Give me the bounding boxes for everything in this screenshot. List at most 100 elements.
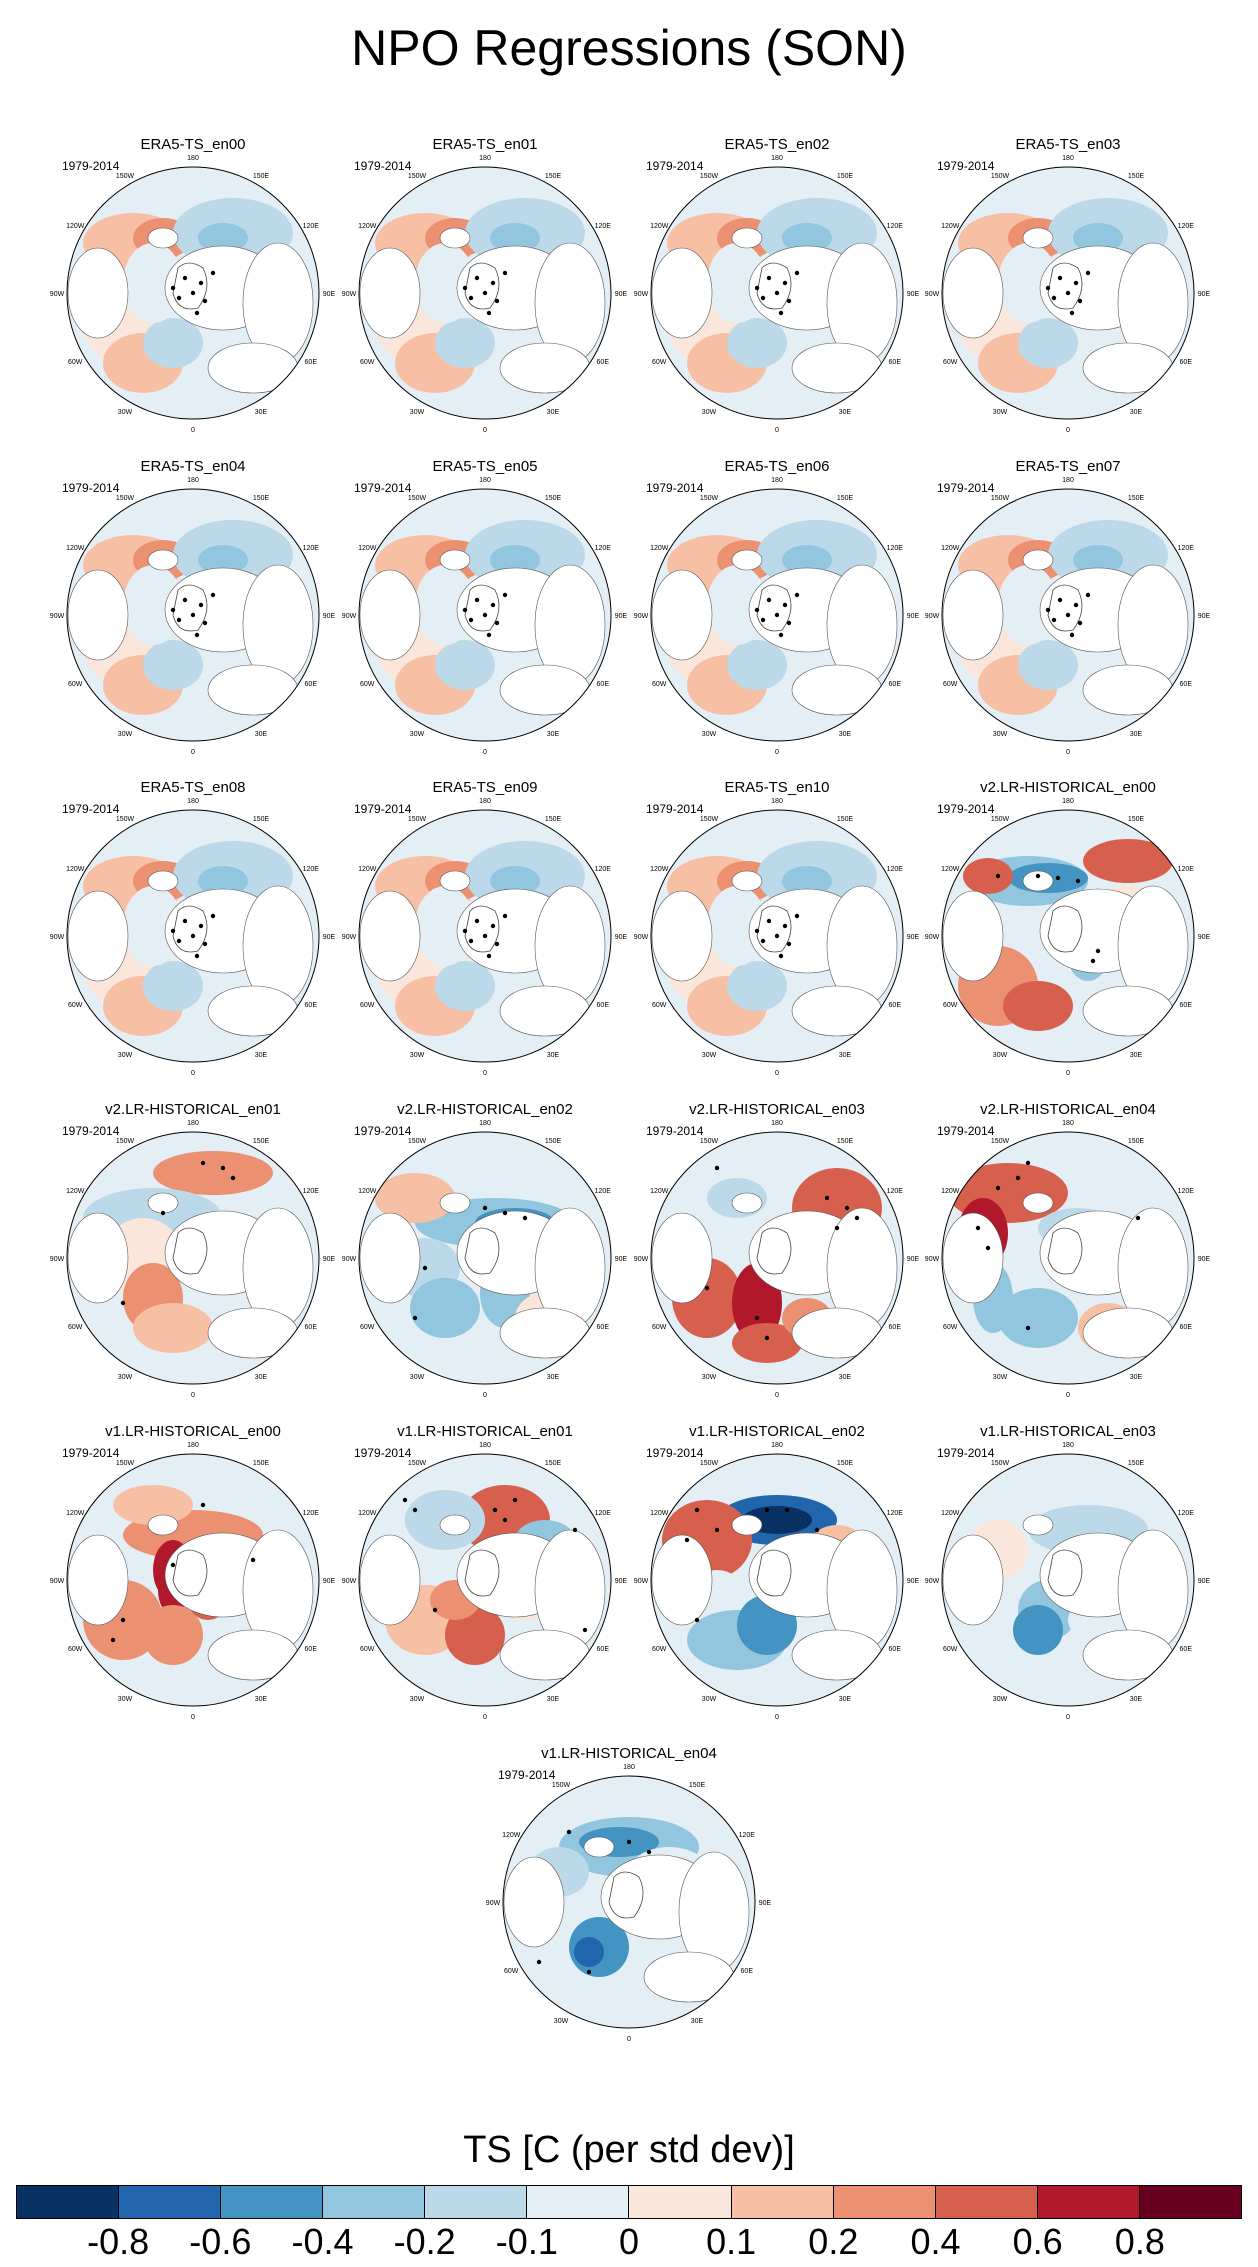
longitude-label: 150E: [545, 173, 562, 180]
longitude-label: 90E: [323, 1256, 336, 1263]
coastline: [1047, 584, 1083, 632]
longitude-label: 120W: [941, 223, 960, 230]
land-mask: [147, 1192, 179, 1214]
anomaly-shading: [1013, 1605, 1063, 1655]
panel-title: ERA5-TS_en03: [1015, 136, 1120, 153]
significance-dot: [714, 1527, 720, 1533]
significance-dot: [468, 938, 474, 944]
longitude-label: 150W: [700, 1138, 719, 1145]
significance-dot: [844, 1205, 850, 1211]
map-panel: ERA5-TS_en05 1979-2014 180 150E 120E 90E 60E 30…: [342, 458, 628, 756]
significance-dot: [760, 295, 766, 301]
longitude-label: 120W: [358, 1510, 377, 1517]
longitude-label: 0: [191, 427, 195, 434]
period-label: 1979-2014: [354, 481, 412, 495]
land-mask: [791, 664, 883, 716]
longitude-label: 90E: [1198, 291, 1211, 298]
longitude-label: 150E: [1128, 1460, 1145, 1467]
significance-dot: [1077, 620, 1083, 626]
longitude-label: 0: [191, 1070, 195, 1077]
anomaly-shading: [415, 886, 475, 966]
longitude-label: 120W: [358, 866, 377, 873]
longitude-label: 120E: [1178, 866, 1195, 873]
longitude-label: 90W: [925, 613, 940, 620]
longitude-label: 120W: [66, 1510, 85, 1517]
land-mask: [942, 569, 1004, 661]
longitude-label: 150E: [837, 1138, 854, 1145]
period-label: 1979-2014: [646, 802, 704, 816]
colorbar-swatch: [833, 2186, 936, 2218]
longitude-label: 30E: [547, 1052, 560, 1059]
significance-dot: [210, 270, 216, 276]
longitude-label: 150W: [700, 495, 719, 502]
significance-dot: [774, 612, 780, 618]
significance-dot: [1015, 1175, 1021, 1181]
land-mask: [651, 569, 713, 661]
map-boundary: [941, 166, 1195, 420]
longitude-label: 60E: [889, 359, 902, 366]
anomaly-shading: [707, 243, 767, 323]
longitude-label: 90E: [1198, 613, 1211, 620]
anomaly-shading: [1073, 223, 1123, 253]
land-mask: [359, 1534, 421, 1626]
longitude-label: 120E: [887, 1188, 904, 1195]
anomaly-shading: [1073, 545, 1123, 575]
land-mask: [67, 1534, 129, 1626]
anomaly-shading: [1018, 318, 1078, 368]
longitude-label: 60E: [305, 681, 318, 688]
significance-dot: [190, 933, 196, 939]
anomaly-shading: [435, 318, 495, 368]
longitude-label: 150W: [116, 816, 135, 823]
map-panel: v2.LR-HISTORICAL_en03 1979-2014 180 150E 120…: [634, 1101, 920, 1399]
longitude-label: 60E: [1180, 1324, 1193, 1331]
longitude-label: 60W: [943, 1646, 958, 1653]
longitude-label: 150E: [253, 495, 270, 502]
land-mask: [791, 342, 883, 394]
longitude-label: 60E: [889, 681, 902, 688]
longitude-label: 60W: [68, 359, 83, 366]
longitude-label: 90E: [615, 613, 628, 620]
land-mask: [791, 1307, 883, 1359]
map-panel: v1.LR-HISTORICAL_en02 1979-2014 180 150E 120…: [634, 1423, 920, 1721]
significance-dot: [824, 1195, 830, 1201]
anomaly-shading: [1003, 981, 1073, 1031]
colorbar-tick-label: 0.1: [706, 2221, 757, 2262]
significance-dot: [170, 607, 176, 613]
significance-dot: [1051, 295, 1057, 301]
significance-dot: [200, 1160, 206, 1166]
colorbar-tick-label: -0.8: [87, 2221, 150, 2262]
longitude-label: 120E: [303, 866, 320, 873]
longitude-label: 120W: [650, 223, 669, 230]
longitude-label: 150E: [1128, 495, 1145, 502]
longitude-label: 120E: [303, 223, 320, 230]
coastline: [464, 1227, 500, 1275]
colorbar-swatch: [17, 2186, 120, 2218]
longitude-label: 0: [1066, 1714, 1070, 1721]
period-label: 1979-2014: [62, 481, 120, 495]
map-boundary: [650, 809, 904, 1063]
longitude-label: 150W: [991, 495, 1010, 502]
anomaly-shading: [998, 565, 1058, 645]
longitude-label: 90E: [907, 613, 920, 620]
anomaly-shading: [1083, 839, 1173, 883]
significance-dot: [782, 923, 788, 929]
period-label: 1979-2014: [937, 1124, 995, 1138]
significance-dot: [220, 1165, 226, 1171]
anomaly-shading: [727, 961, 787, 1011]
longitude-label: 30E: [1130, 1696, 1143, 1703]
longitude-label: 0: [191, 749, 195, 756]
significance-dot: [760, 617, 766, 623]
longitude-label: 60E: [305, 1646, 318, 1653]
longitude-label: 150E: [253, 1138, 270, 1145]
coastline: [756, 584, 792, 632]
significance-dot: [1065, 612, 1071, 618]
land-mask: [731, 227, 763, 249]
significance-dot: [502, 270, 508, 276]
significance-dot: [462, 607, 468, 613]
longitude-label: 90W: [634, 1256, 649, 1263]
anomaly-shading: [963, 858, 1013, 894]
significance-dot: [170, 1562, 176, 1568]
period-label: 1979-2014: [62, 1124, 120, 1138]
land-mask: [499, 1629, 591, 1681]
colorbar-swatch: [221, 2186, 324, 2218]
